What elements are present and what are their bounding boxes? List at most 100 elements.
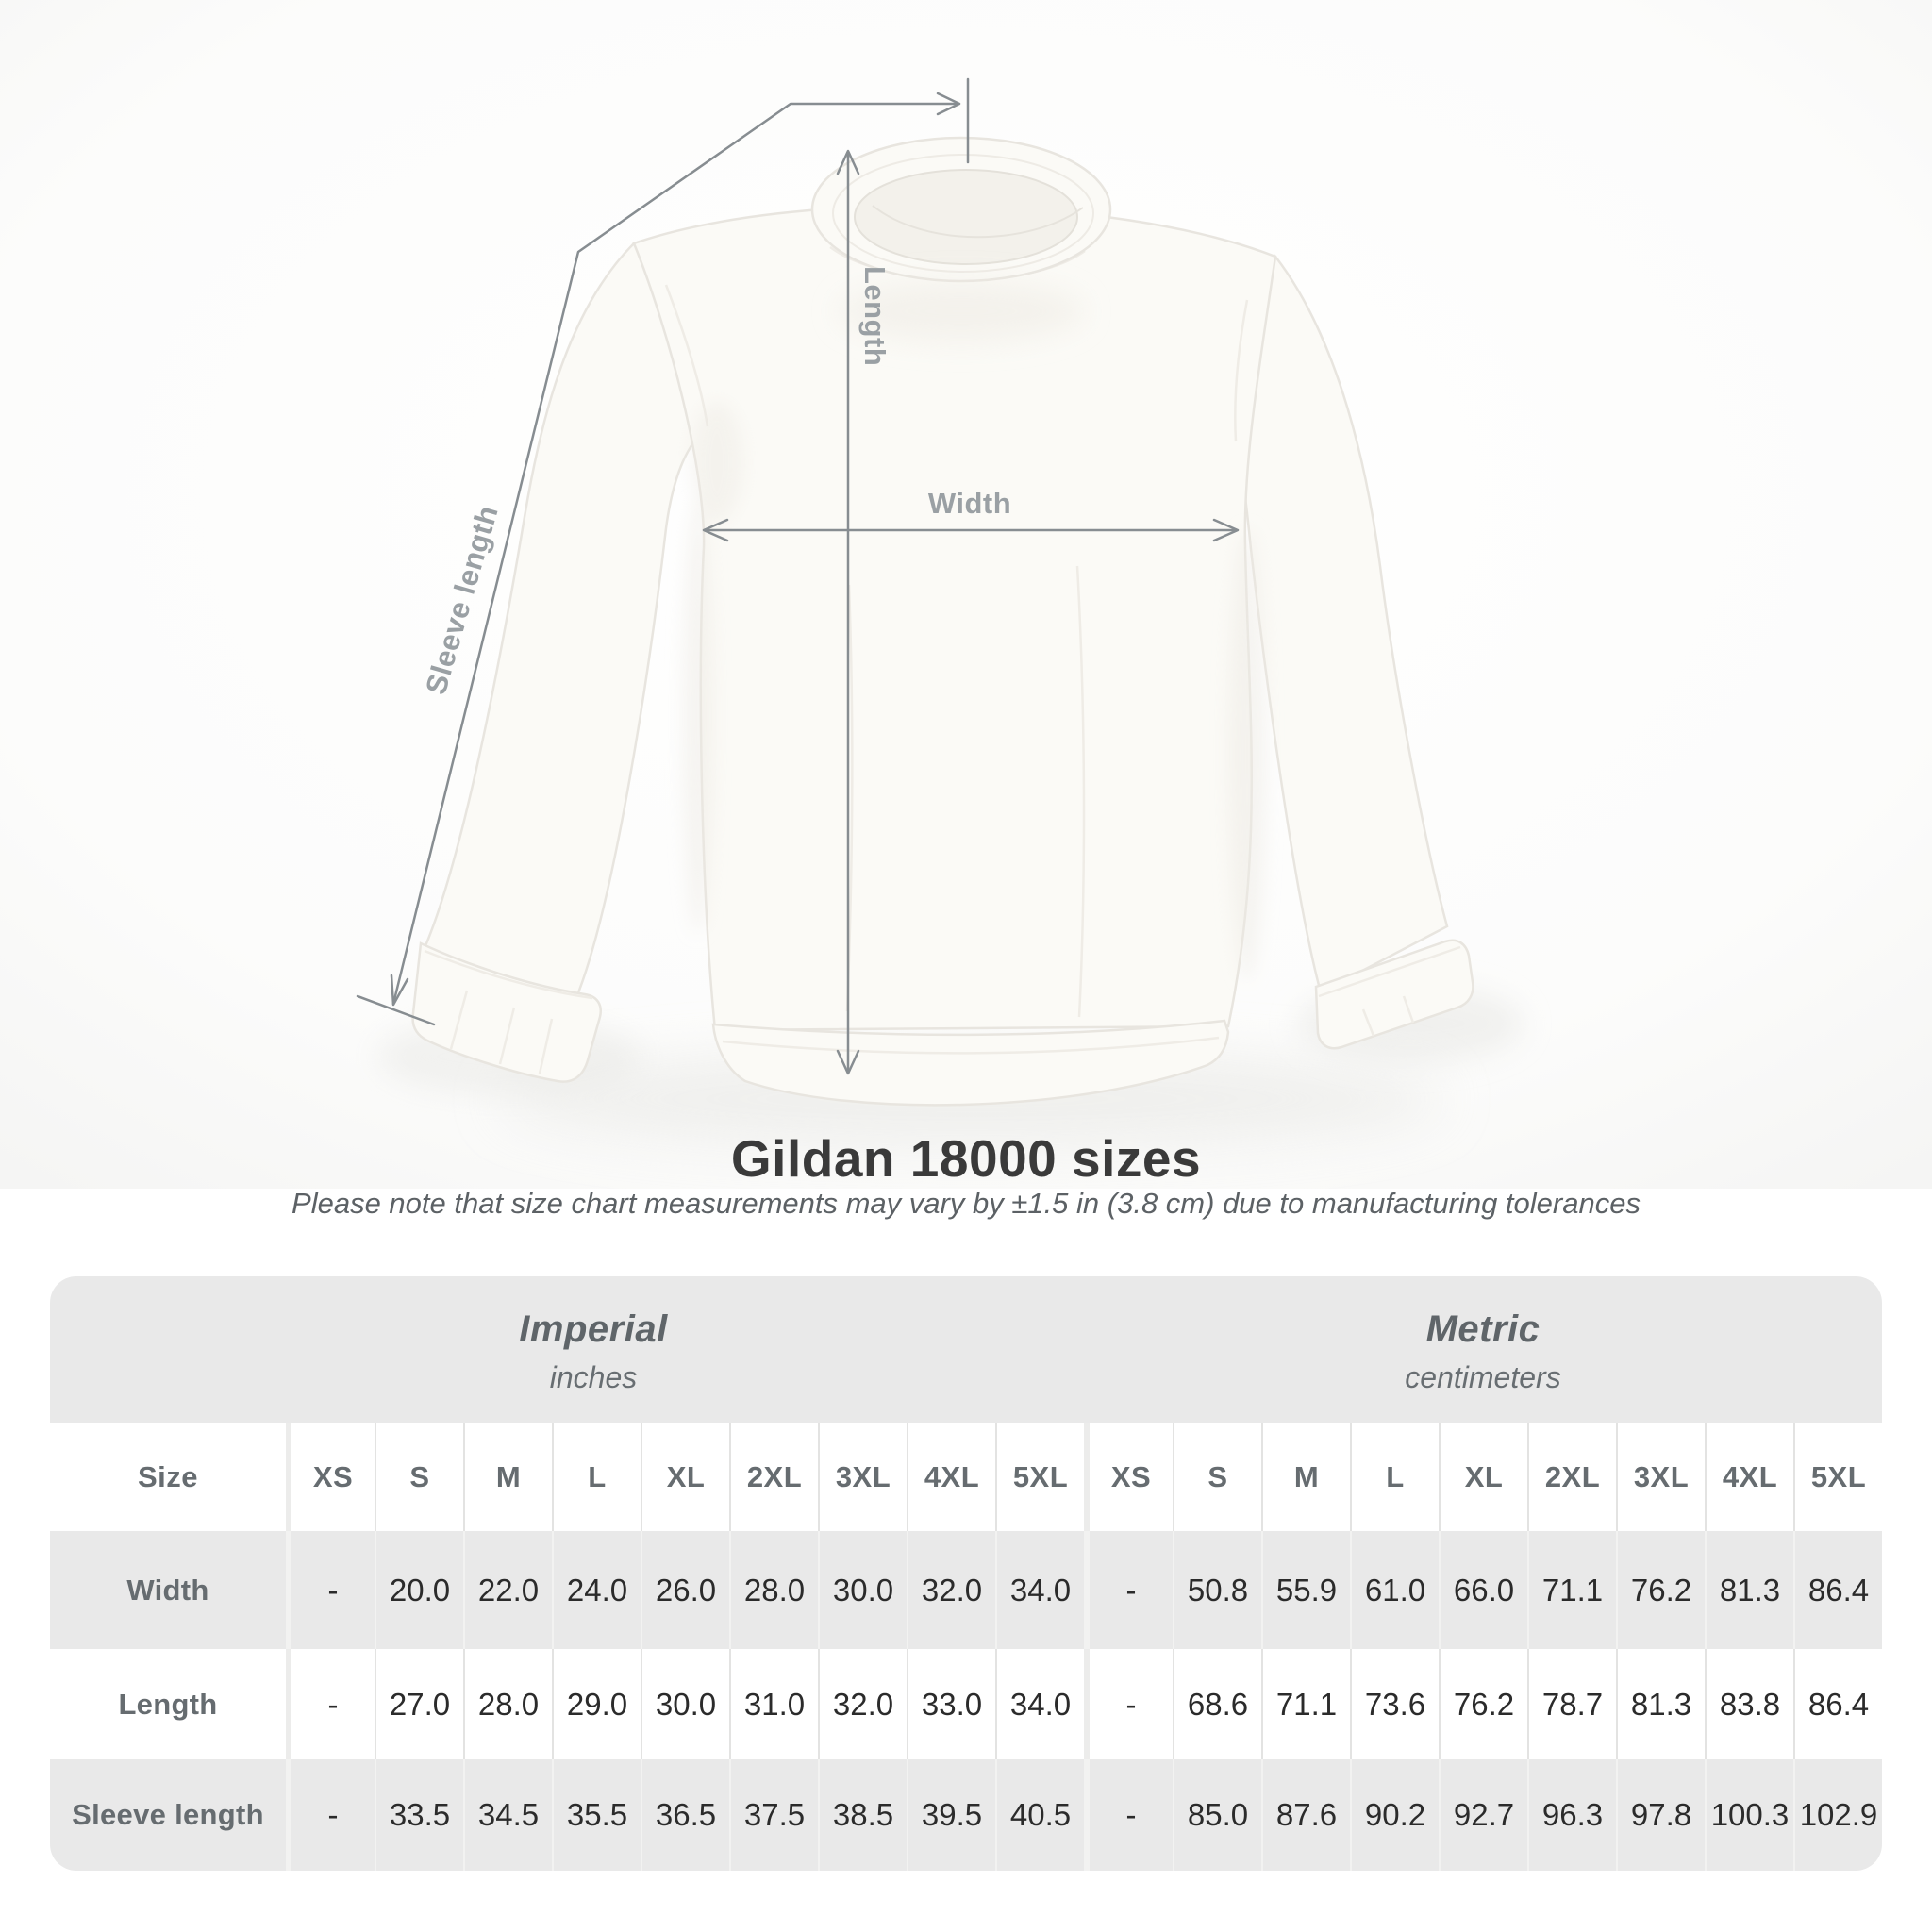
metric-unit-header: Metric centimeters [1084, 1276, 1882, 1423]
size-header-metric-3xl: 3XL [1616, 1423, 1705, 1531]
measurement-lines [356, 77, 1240, 1075]
value-cell-imperial: 34.0 [995, 1531, 1084, 1649]
value-cell-metric: 61.0 [1350, 1531, 1439, 1649]
value-cell-metric: 86.4 [1793, 1649, 1882, 1759]
size-header-imperial-l: L [552, 1423, 641, 1531]
value-cell-metric: - [1084, 1531, 1173, 1649]
value-cell-imperial: 34.5 [463, 1759, 552, 1871]
value-cell-imperial: 22.0 [463, 1531, 552, 1649]
value-cell-metric: 97.8 [1616, 1759, 1705, 1871]
value-cell-imperial: 40.5 [995, 1759, 1084, 1871]
value-cell-imperial: 31.0 [729, 1649, 818, 1759]
garment-shading [683, 281, 1266, 981]
size-header-imperial-3xl: 3XL [818, 1423, 907, 1531]
size-header-metric-m: M [1261, 1423, 1350, 1531]
value-cell-imperial: 36.5 [641, 1759, 729, 1871]
width-arrow-right [1212, 518, 1240, 542]
size-header-metric-xs: XS [1084, 1423, 1173, 1531]
value-cell-metric: 71.1 [1527, 1531, 1616, 1649]
cuff-end-tick [356, 994, 436, 1026]
value-cell-imperial: 20.0 [375, 1531, 463, 1649]
value-cell-metric: 76.2 [1616, 1531, 1705, 1649]
row-label: Sleeve length [50, 1759, 286, 1871]
value-cell-metric: 83.8 [1705, 1649, 1793, 1759]
value-cell-metric: 86.4 [1793, 1531, 1882, 1649]
value-cell-metric: 102.9 [1793, 1759, 1882, 1871]
metric-label: Metric [1425, 1307, 1541, 1350]
value-cell-metric: - [1084, 1649, 1173, 1759]
value-cell-imperial: 30.0 [641, 1649, 729, 1759]
value-cell-metric: 85.0 [1173, 1759, 1261, 1871]
value-cell-imperial: 33.5 [375, 1759, 463, 1871]
size-header-imperial-4xl: 4XL [907, 1423, 995, 1531]
sleeve-arrowhead-right [936, 92, 961, 116]
value-cell-imperial: 33.0 [907, 1649, 995, 1759]
value-cell-metric: 78.7 [1527, 1649, 1616, 1759]
value-cell-imperial: 35.5 [552, 1759, 641, 1871]
metric-sublabel: centimeters [1405, 1359, 1561, 1394]
size-header-metric-4xl: 4XL [1705, 1423, 1793, 1531]
value-cell-metric: 66.0 [1439, 1531, 1527, 1649]
value-cell-metric: 92.7 [1439, 1759, 1527, 1871]
length-label: Length [858, 266, 891, 367]
value-cell-metric: 96.3 [1527, 1759, 1616, 1871]
value-cell-metric: - [1084, 1759, 1173, 1871]
value-cell-imperial: 32.0 [907, 1531, 995, 1649]
value-cell-imperial: - [286, 1649, 375, 1759]
length-arrow-top [836, 149, 860, 175]
value-cell-imperial: 37.5 [729, 1759, 818, 1871]
page-title: Gildan 18000 sizes [730, 1129, 1202, 1188]
sweatshirt-shape [411, 204, 1474, 1107]
size-table: Imperial inches Metric centimeters Size X… [50, 1276, 1882, 1871]
size-header-metric-l: L [1350, 1423, 1439, 1531]
row-label: Width [50, 1531, 286, 1649]
value-cell-imperial: 29.0 [552, 1649, 641, 1759]
value-cell-metric: 81.3 [1705, 1531, 1793, 1649]
value-cell-metric: 71.1 [1261, 1649, 1350, 1759]
imperial-label: Imperial [519, 1307, 668, 1350]
imperial-sublabel: inches [549, 1359, 638, 1394]
value-cell-metric: 55.9 [1261, 1531, 1350, 1649]
value-cell-imperial: 28.0 [729, 1531, 818, 1649]
value-cell-imperial: 24.0 [552, 1531, 641, 1649]
sleeve-length-line [391, 102, 958, 1006]
size-header-imperial-m: M [463, 1423, 552, 1531]
value-cell-metric: 73.6 [1350, 1649, 1439, 1759]
imperial-unit-header: Imperial inches [50, 1276, 1084, 1423]
size-header-metric-xl: XL [1439, 1423, 1527, 1531]
value-cell-imperial: 32.0 [818, 1649, 907, 1759]
size-header-imperial-2xl: 2XL [729, 1423, 818, 1531]
value-cell-metric: 76.2 [1439, 1649, 1527, 1759]
size-header-imperial-xl: XL [641, 1423, 729, 1531]
sweatshirt-illustration [0, 0, 1932, 1189]
tolerance-note: Please note that size chart measurements… [291, 1187, 1641, 1220]
length-arrow-bottom [836, 1049, 860, 1075]
value-cell-imperial: 38.5 [818, 1759, 907, 1871]
value-cell-metric: 68.6 [1173, 1649, 1261, 1759]
sweatshirt-diagram: Length Width Sleeve length [0, 0, 1932, 1189]
size-header-imperial-s: S [375, 1423, 463, 1531]
value-cell-imperial: 34.0 [995, 1649, 1084, 1759]
size-column-header: Size [50, 1423, 286, 1531]
value-cell-metric: 81.3 [1616, 1649, 1705, 1759]
size-header-imperial-5xl: 5XL [995, 1423, 1084, 1531]
value-cell-metric: 87.6 [1261, 1759, 1350, 1871]
width-label: Width [927, 487, 1012, 520]
value-cell-imperial: 26.0 [641, 1531, 729, 1649]
row-label: Length [50, 1649, 286, 1759]
value-cell-metric: 90.2 [1350, 1759, 1439, 1871]
value-cell-imperial: 28.0 [463, 1649, 552, 1759]
collar [810, 136, 1112, 283]
value-cell-imperial: - [286, 1759, 375, 1871]
value-cell-metric: 100.3 [1705, 1759, 1793, 1871]
size-header-metric-5xl: 5XL [1793, 1423, 1882, 1531]
size-header-metric-2xl: 2XL [1527, 1423, 1616, 1531]
value-cell-imperial: 39.5 [907, 1759, 995, 1871]
value-cell-metric: 50.8 [1173, 1531, 1261, 1649]
size-header-imperial-xs: XS [286, 1423, 375, 1531]
sleeve-arrowhead-cuff [390, 974, 409, 1007]
value-cell-imperial: - [286, 1531, 375, 1649]
size-header-metric-s: S [1173, 1423, 1261, 1531]
width-arrow-left [702, 518, 729, 542]
